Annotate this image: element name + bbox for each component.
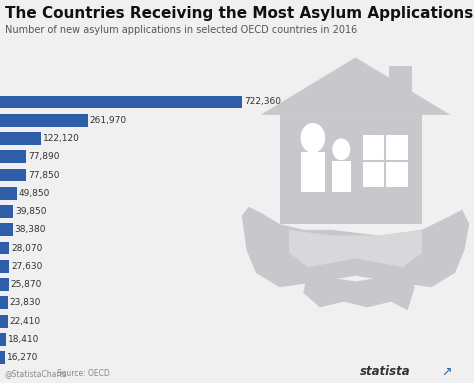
Bar xyxy=(0,114,88,127)
Text: Source: OECD: Source: OECD xyxy=(57,370,109,378)
Text: 122,120: 122,120 xyxy=(43,134,80,143)
Text: 16,270: 16,270 xyxy=(7,353,38,362)
Text: 22,410: 22,410 xyxy=(9,317,40,326)
Bar xyxy=(0,132,41,145)
Polygon shape xyxy=(389,66,412,106)
Polygon shape xyxy=(242,207,469,287)
Text: ↗: ↗ xyxy=(441,365,451,378)
Bar xyxy=(0,333,6,346)
Polygon shape xyxy=(301,152,325,192)
Polygon shape xyxy=(261,57,450,115)
Bar xyxy=(0,151,26,163)
Polygon shape xyxy=(332,161,351,192)
Text: 77,890: 77,890 xyxy=(28,152,59,161)
Text: 28,070: 28,070 xyxy=(11,244,43,252)
Bar xyxy=(0,169,26,182)
Bar xyxy=(0,315,8,327)
Text: 77,850: 77,850 xyxy=(28,170,59,180)
Bar xyxy=(0,242,9,254)
Bar xyxy=(0,96,242,108)
Bar xyxy=(0,223,13,236)
Text: The Countries Receiving the Most Asylum Applications: The Countries Receiving the Most Asylum … xyxy=(5,6,473,21)
Text: 39,850: 39,850 xyxy=(15,207,46,216)
Bar xyxy=(0,187,17,200)
Polygon shape xyxy=(280,115,422,224)
Bar xyxy=(0,351,6,364)
Text: 49,850: 49,850 xyxy=(18,189,50,198)
Text: Number of new asylum applications in selected OECD countries in 2016: Number of new asylum applications in sel… xyxy=(5,25,357,35)
Bar xyxy=(0,205,13,218)
Text: 23,830: 23,830 xyxy=(9,298,41,307)
Text: 27,630: 27,630 xyxy=(11,262,42,271)
Circle shape xyxy=(301,123,325,153)
Bar xyxy=(0,260,9,273)
Circle shape xyxy=(332,138,350,160)
Bar xyxy=(0,278,9,291)
Polygon shape xyxy=(363,135,408,187)
Text: 25,870: 25,870 xyxy=(10,280,42,289)
Text: 722,360: 722,360 xyxy=(244,97,281,106)
Text: @StatistaCharts: @StatistaCharts xyxy=(5,370,67,378)
Text: 261,970: 261,970 xyxy=(90,116,127,125)
Polygon shape xyxy=(303,267,415,310)
Text: 18,410: 18,410 xyxy=(8,335,39,344)
Polygon shape xyxy=(289,230,422,267)
Bar xyxy=(0,296,8,309)
Text: 38,380: 38,380 xyxy=(15,225,46,234)
Text: statista: statista xyxy=(360,365,411,378)
